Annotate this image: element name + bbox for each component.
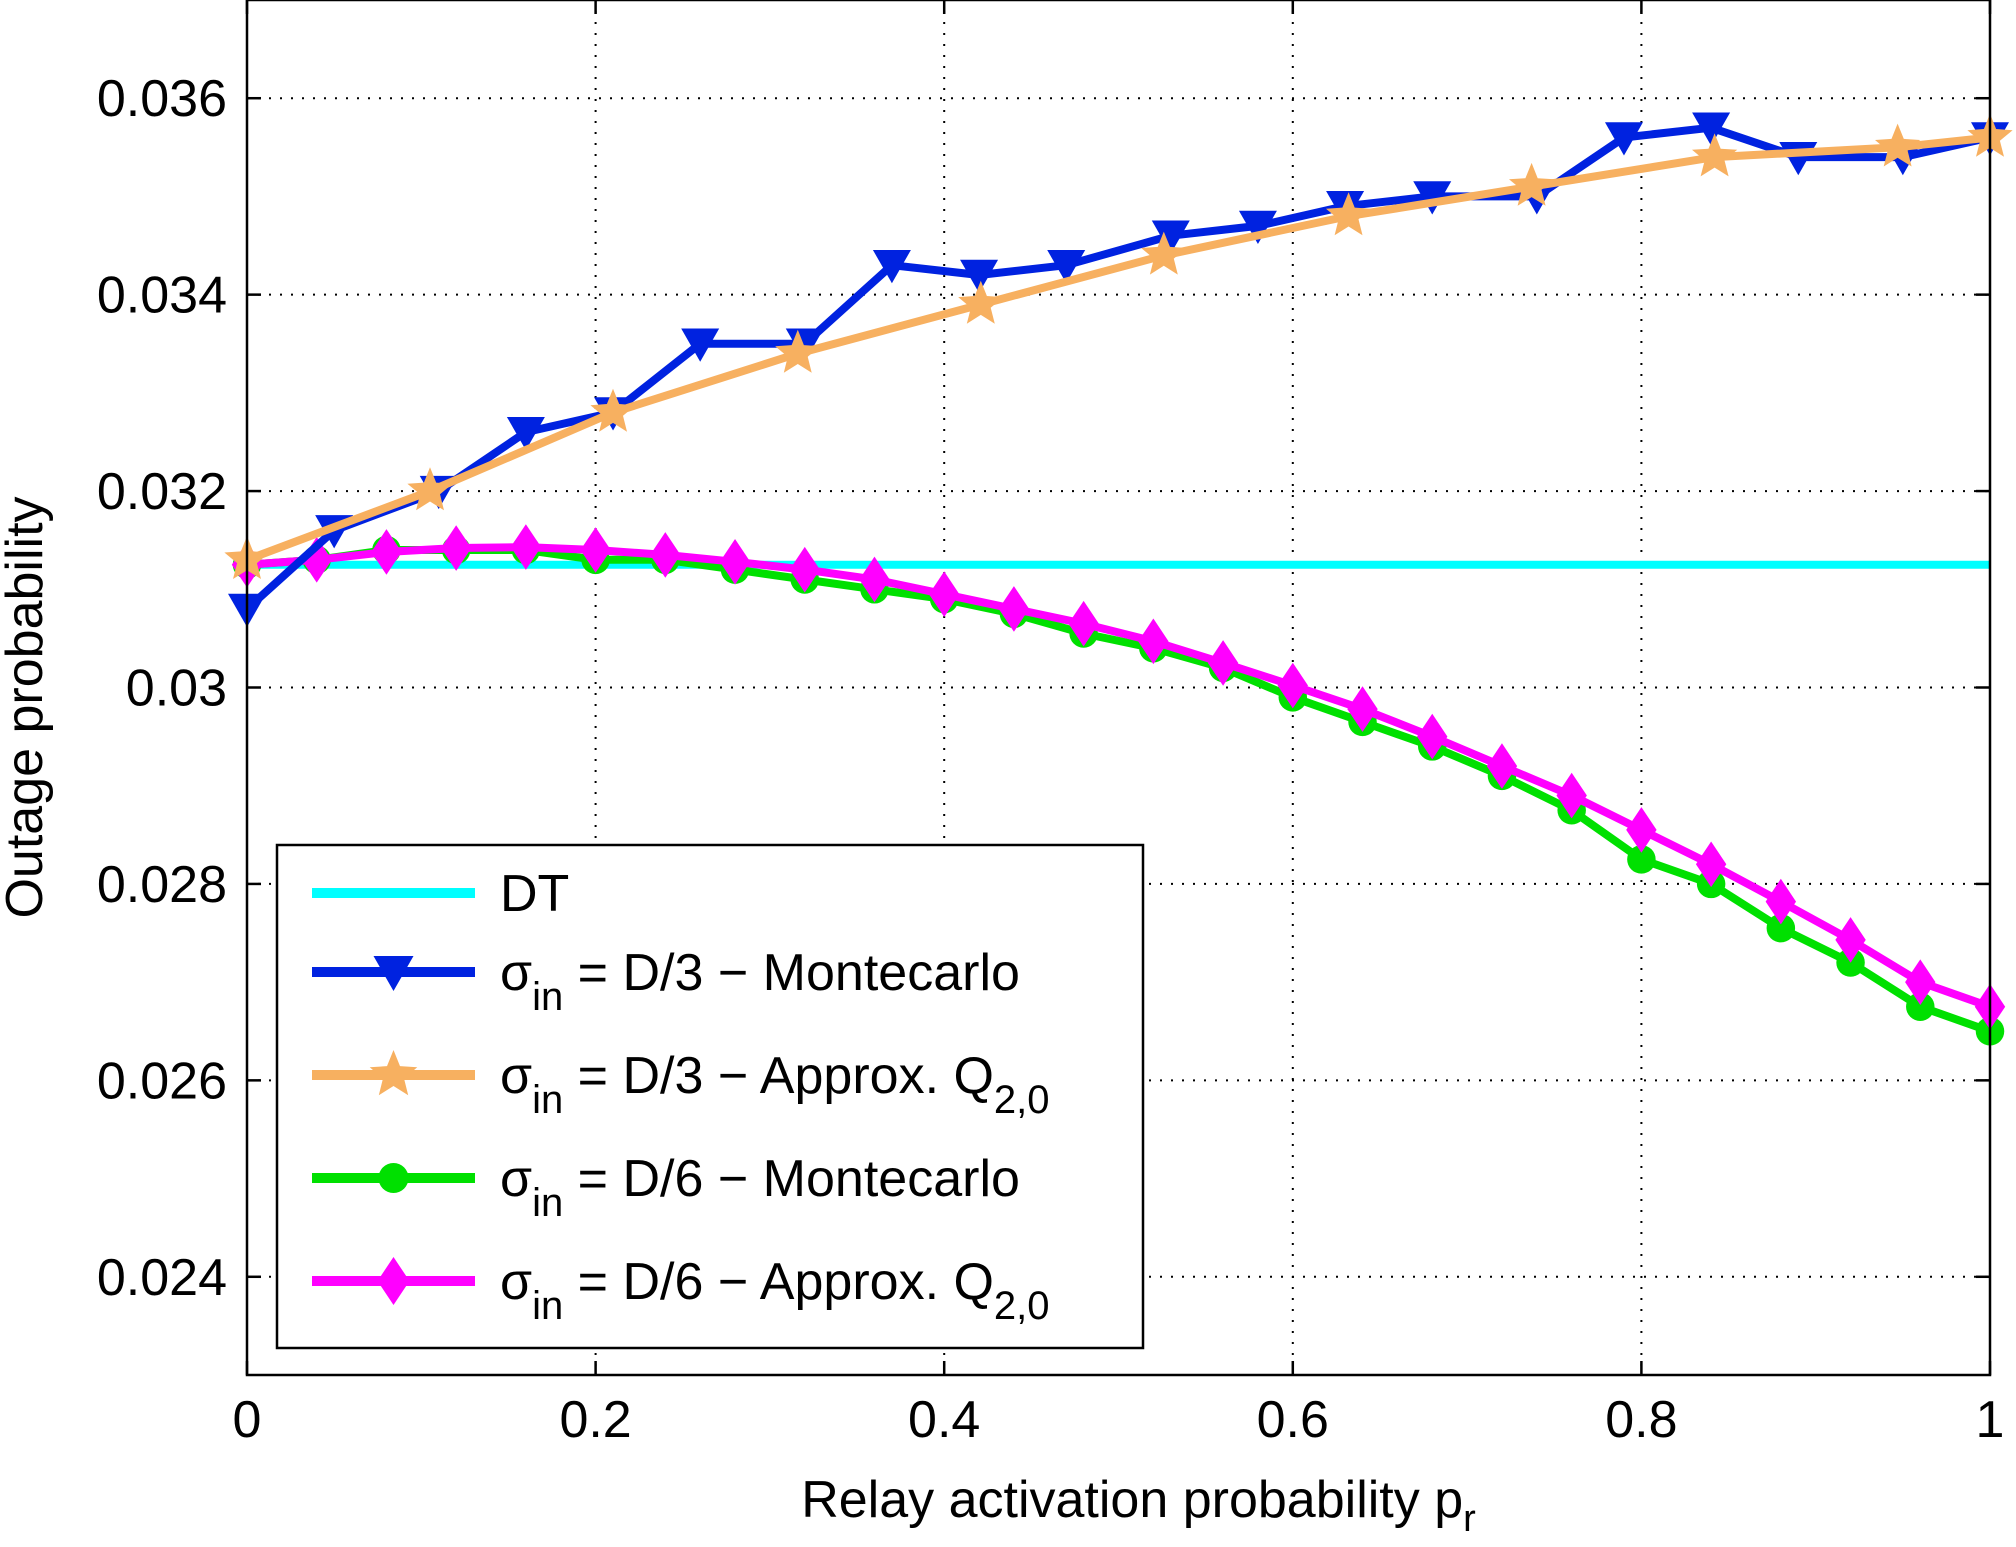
data-point-d6-approx [1068, 600, 1099, 647]
data-point-d3-mc [681, 328, 720, 362]
x-tick-label: 1 [1976, 1391, 2005, 1449]
legend-item-d3-mc: σin = D/3 − Montecarlo [312, 944, 1020, 1019]
legend-marker [373, 956, 414, 991]
data-point-d6-approx [1207, 640, 1239, 686]
data-point-d6-approx [998, 586, 1030, 632]
data-point-d6-approx [440, 525, 472, 571]
data-point-d6-approx [859, 556, 890, 603]
x-tick-label: 0.8 [1605, 1391, 1677, 1449]
legend-item-d6-mc: σin = D/6 − Montecarlo [312, 1150, 1020, 1225]
data-point-d6-approx [301, 537, 332, 583]
data-point-d6-mc [1766, 913, 1796, 943]
data-point-d3-mc [1238, 210, 1277, 244]
plot-series [224, 112, 2013, 1046]
legend-label: σin = D/6 − Montecarlo [500, 1150, 1020, 1225]
series-line-d3-approx [245, 133, 1991, 564]
axis-ticks: 0 0.2 0.4 0.6 0.8 1 0.024 0.026 0.028 0.03 0.032 0.… [97, 0, 2005, 1449]
data-point-d3-mc [506, 416, 545, 451]
data-point-d3-mc [1047, 249, 1086, 284]
y-tick-label: 0.032 [97, 463, 227, 521]
data-point-d6-approx [1277, 662, 1308, 709]
x-axis-label: Relay activation probability pr [801, 1471, 1476, 1540]
data-point-d3-mc [1413, 181, 1452, 215]
data-point-d6-mc [1627, 845, 1656, 874]
data-point-d6-approx [1765, 878, 1797, 925]
legend-marker [378, 1163, 409, 1193]
data-point-d6-approx [1695, 841, 1727, 888]
x-tick-label: 0.6 [1257, 1391, 1329, 1449]
data-point-d6-approx [1556, 772, 1587, 819]
data-point-d3-approx [775, 329, 821, 373]
data-point-d3-approx [1326, 192, 1372, 236]
legend-label: σin = D/3 − Montecarlo [500, 944, 1020, 1019]
data-point-d3-approx [958, 280, 1004, 324]
y-tick-label: 0.024 [97, 1249, 227, 1307]
legend-item-dt: DT [312, 865, 569, 923]
y-tick-label: 0.026 [97, 1052, 227, 1110]
legend-item-d6-approx: σin = D/6 − Approx. Q2,0 [312, 1253, 1050, 1328]
y-tick-label: 0.03 [126, 660, 227, 718]
y-tick-label: 0.036 [97, 70, 227, 128]
data-point-d3-approx [1875, 123, 1921, 167]
data-point-d6-approx [1835, 917, 1866, 963]
legend-label: σin = D/6 − Approx. Q2,0 [500, 1253, 1050, 1328]
legend-label: σin = D/3 − Approx. Q2,0 [500, 1047, 1050, 1122]
data-point-d3-mc [960, 259, 999, 294]
y-tick-label: 0.034 [97, 267, 227, 325]
x-tick-label: 0.2 [559, 1391, 631, 1449]
legend-label: DT [500, 865, 569, 923]
data-point-d3-approx [407, 467, 453, 511]
data-point-d3-approx [590, 388, 636, 432]
data-point-d6-approx [371, 529, 402, 575]
x-axis-label-main: Relay activation probability p [801, 1471, 1463, 1529]
data-point-d6-approx [1905, 959, 1936, 1005]
data-point-d3-mc [872, 249, 911, 284]
data-point-d6-approx [1417, 713, 1448, 760]
x-tick-label: 0 [233, 1391, 262, 1449]
y-tick-label: 0.028 [97, 856, 227, 914]
legend-box [275, 843, 1145, 1350]
data-point-d6-approx [580, 527, 611, 573]
data-point-d6-approx [1347, 686, 1378, 732]
series-d3-approx [224, 113, 2013, 579]
data-point-d3-mc [1151, 220, 1190, 254]
data-point-d3-approx [1692, 133, 1738, 177]
legend-marker [369, 1050, 418, 1096]
y-axis-label: Outage probability [0, 496, 54, 918]
data-point-d6-approx [1138, 618, 1169, 665]
data-point-d6-mc [1906, 992, 1935, 1021]
x-axis-label-subscript: r [1463, 1498, 1476, 1540]
data-point-d3-mc [1604, 122, 1643, 156]
data-point-d6-approx [1486, 743, 1518, 789]
x-tick-label: 0.4 [908, 1391, 980, 1449]
data-point-d6-approx [719, 538, 751, 585]
legend-item-d3-approx: σin = D/3 − Approx. Q2,0 [312, 1047, 1050, 1122]
data-point-d6-approx [510, 524, 542, 570]
data-point-d3-approx [1141, 231, 1187, 275]
data-point-d6-approx [1626, 807, 1657, 853]
series-line-d3-mc [244, 123, 1991, 612]
data-point-d6-approx [650, 532, 681, 578]
data-point-d6-approx [929, 571, 960, 617]
data-point-d3-approx [1509, 162, 1555, 206]
legend: DT σin = D/3 − Montecarlo σin = D/3 − Appr… [275, 843, 1145, 1350]
data-point-d3-mc [1692, 112, 1731, 146]
data-point-d6-approx [789, 546, 820, 593]
legend-marker [377, 1257, 410, 1305]
